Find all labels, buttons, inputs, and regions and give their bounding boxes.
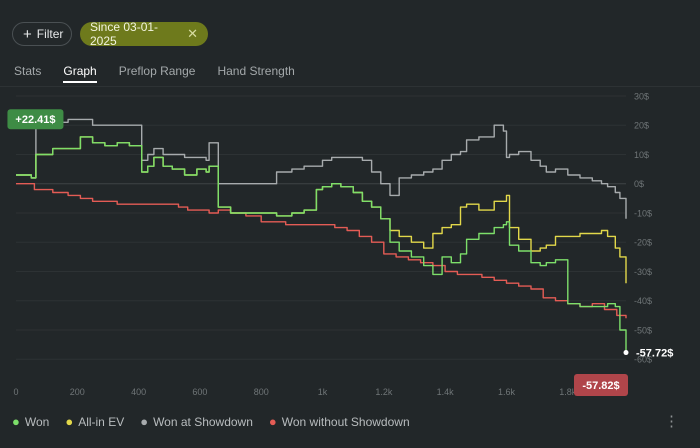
- tab-preflop-range[interactable]: Preflop Range: [118, 64, 196, 78]
- series-line-won-at-showdown: [16, 118, 627, 219]
- x-tick-label: 800: [254, 387, 269, 397]
- end-marker: [623, 350, 629, 356]
- tab-graph[interactable]: Graph: [63, 64, 97, 83]
- more-vertical-icon[interactable]: ⋮: [664, 413, 679, 430]
- legend-dot: ●: [140, 414, 149, 429]
- filter-button[interactable]: + Filter: [12, 22, 72, 46]
- x-tick-label: 400: [131, 387, 146, 397]
- y-tick-label: -10$: [634, 208, 652, 218]
- x-tick-label: 0: [13, 387, 18, 397]
- peak-badge-label: +22.41$: [15, 114, 55, 126]
- y-tick-label: -30$: [634, 267, 652, 277]
- legend-label-won: Won: [24, 414, 50, 429]
- y-tick-label: 0$: [634, 179, 644, 189]
- x-tick-label: 1.8k: [559, 387, 577, 397]
- plus-icon: +: [23, 25, 32, 43]
- date-filter-label: Since 03-01-2025: [90, 20, 159, 48]
- legend-dot: ●: [12, 414, 20, 429]
- y-tick-label: -60$: [634, 355, 652, 365]
- y-tick-label: 30$: [634, 92, 649, 102]
- legend-label-won-at-showdown: Won at Showdown: [153, 414, 253, 429]
- peak-badge: [7, 109, 64, 130]
- x-tick-label: 1.6k: [498, 387, 516, 397]
- series-line-won: [16, 136, 627, 353]
- x-tick-label: 1.4k: [437, 387, 455, 397]
- series-line-all-in-ev: [16, 136, 627, 284]
- legend-item-won-at-showdown[interactable]: ● Won at Showdown: [140, 414, 253, 429]
- tab-stats[interactable]: Stats: [14, 64, 42, 78]
- x-tick-label: 200: [70, 387, 85, 397]
- legend-item-won[interactable]: ● Won: [12, 414, 49, 429]
- filter-label: Filter: [36, 27, 64, 41]
- legend-dot: ●: [65, 414, 74, 429]
- legend-label-all-in-ev: All-in EV: [78, 414, 125, 429]
- y-tick-label: 20$: [634, 121, 649, 131]
- won-end-label: -57.72$: [636, 348, 673, 360]
- end-badge: [574, 374, 628, 396]
- series-line-won-without-showdown: [16, 183, 627, 319]
- x-tick-label: 600: [192, 387, 207, 397]
- y-tick-label: -40$: [634, 296, 652, 306]
- tab-bar: Stats Graph Preflop Range Hand Strength: [14, 64, 317, 83]
- profit-chart: 30$ 20$ 10$ 0$ -10$ -20$ -30$ -40$ -50$ -60$ 0 200 4…: [7, 92, 673, 397]
- x-tick-label: 1k: [318, 387, 328, 397]
- date-filter-chip[interactable]: Since 03-01-2025 ✕: [80, 20, 208, 48]
- legend-label-won-without-showdown: Won without Showdown: [281, 414, 410, 429]
- x-tick-label: 1.2k: [375, 387, 393, 397]
- legend-item-won-without-showdown[interactable]: ● Won without Showdown: [269, 414, 410, 429]
- legend-item-all-in-ev[interactable]: ● All-in EV: [65, 414, 124, 429]
- end-badge-label: -57.82$: [582, 380, 619, 392]
- close-icon[interactable]: ✕: [187, 26, 198, 41]
- tab-hand-strength[interactable]: Hand Strength: [217, 64, 295, 78]
- y-tick-label: -50$: [634, 325, 652, 335]
- tab-divider: [0, 86, 700, 87]
- legend-dot: ●: [268, 414, 277, 429]
- chart-legend: ● Won ● All-in EV ● Won at Showdown ● Wo…: [12, 414, 426, 429]
- y-tick-label: -20$: [634, 238, 652, 248]
- y-tick-label: 10$: [634, 150, 649, 160]
